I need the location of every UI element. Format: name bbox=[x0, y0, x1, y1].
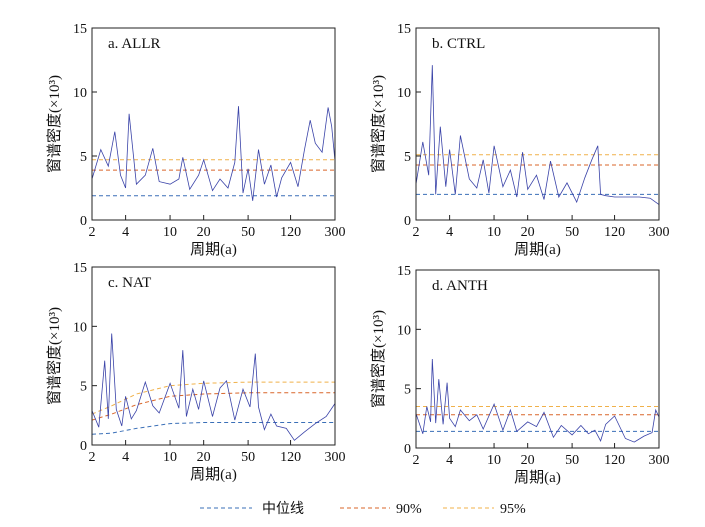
x-tick-label: 2 bbox=[413, 225, 420, 240]
spectrum-line bbox=[91, 333, 336, 441]
spectrum-line bbox=[415, 65, 660, 205]
legend-label-90: 90% bbox=[396, 502, 422, 517]
y-axis-label: 窗谱密度(×10³) bbox=[369, 310, 387, 408]
plot-frame bbox=[415, 269, 660, 449]
x-axis-label: 周期(a) bbox=[190, 241, 237, 258]
x-tick-label: 120 bbox=[280, 450, 301, 465]
panel-title: c. NAT bbox=[108, 275, 151, 291]
x-axis-label: 周期(a) bbox=[514, 241, 561, 258]
x-tick-label: 4 bbox=[446, 225, 453, 240]
x-axis-label: 周期(a) bbox=[190, 466, 237, 483]
x-axis-label: 周期(a) bbox=[514, 469, 561, 486]
y-tick-label: 5 bbox=[404, 383, 411, 398]
y-tick-label: 15 bbox=[73, 261, 87, 276]
x-tick-label: 300 bbox=[649, 225, 670, 240]
legend-label-median: 中位线 bbox=[262, 501, 304, 517]
legend: 中位线 90% 95% bbox=[200, 501, 526, 517]
x-tick-label: 10 bbox=[487, 453, 501, 468]
panel-title: a. ALLR bbox=[108, 36, 161, 52]
plot-frame bbox=[415, 27, 660, 221]
x-tick-label: 2 bbox=[89, 450, 96, 465]
x-tick-label: 10 bbox=[487, 225, 501, 240]
x-tick-label: 120 bbox=[604, 453, 625, 468]
x-tick-label: 50 bbox=[565, 453, 579, 468]
reference-line-95 bbox=[91, 381, 335, 415]
x-tick-label: 2 bbox=[89, 225, 96, 240]
y-tick-label: 0 bbox=[80, 439, 87, 454]
x-tick-label: 300 bbox=[649, 453, 670, 468]
x-tick-label: 20 bbox=[197, 225, 211, 240]
x-tick-label: 120 bbox=[280, 225, 301, 240]
x-tick-label: 20 bbox=[521, 453, 535, 468]
panel-title: d. ANTH bbox=[432, 278, 488, 294]
x-tick-label: 120 bbox=[604, 225, 625, 240]
chart-panel-0: 0 5 10 15 2 4 10 20 50 120 300 a. ALLR 周期(a) 窗谱密度(×10… bbox=[45, 22, 346, 258]
plot-frame bbox=[91, 27, 336, 221]
y-tick-label: 0 bbox=[404, 442, 411, 457]
y-tick-label: 15 bbox=[73, 22, 87, 37]
x-tick-label: 10 bbox=[163, 225, 177, 240]
x-tick-label: 4 bbox=[446, 453, 453, 468]
x-tick-label: 2 bbox=[413, 453, 420, 468]
plot-frame bbox=[91, 266, 336, 446]
panel-title: b. CTRL bbox=[432, 36, 485, 52]
y-tick-label: 15 bbox=[397, 264, 411, 279]
y-axis-label: 窗谱密度(×10³) bbox=[45, 307, 63, 405]
x-tick-label: 20 bbox=[521, 225, 535, 240]
y-tick-label: 10 bbox=[397, 323, 411, 338]
x-tick-label: 20 bbox=[197, 450, 211, 465]
x-tick-label: 50 bbox=[241, 450, 255, 465]
x-tick-label: 10 bbox=[163, 450, 177, 465]
spectrum-line bbox=[91, 106, 336, 201]
y-tick-label: 10 bbox=[397, 86, 411, 101]
y-tick-label: 5 bbox=[80, 150, 87, 165]
x-tick-label: 300 bbox=[325, 225, 346, 240]
x-tick-label: 4 bbox=[122, 225, 129, 240]
chart-panel-2: 0 5 10 15 2 4 10 20 50 120 300 c. NAT 周期(a) 窗谱密度(×10³… bbox=[45, 261, 346, 483]
reference-line-median bbox=[91, 422, 335, 435]
reference-line-90 bbox=[91, 392, 335, 421]
y-axis-label: 窗谱密度(×10³) bbox=[45, 75, 63, 173]
spectrum-line bbox=[415, 358, 660, 443]
y-tick-label: 0 bbox=[80, 214, 87, 229]
legend-label-95: 95% bbox=[500, 502, 526, 517]
x-tick-label: 4 bbox=[122, 450, 129, 465]
y-tick-label: 10 bbox=[73, 86, 87, 101]
y-tick-label: 0 bbox=[404, 214, 411, 229]
chart-panel-3: 0 5 10 15 2 4 10 20 50 120 300 d. ANTH 周期(a) 窗谱密度(×10… bbox=[369, 264, 670, 486]
y-tick-label: 10 bbox=[73, 320, 87, 335]
y-tick-label: 15 bbox=[397, 22, 411, 37]
x-tick-label: 50 bbox=[241, 225, 255, 240]
chart-panel-1: 0 5 10 15 2 4 10 20 50 120 300 b. CTRL 周期(a) 窗谱密度(×10… bbox=[369, 22, 670, 258]
x-tick-label: 50 bbox=[565, 225, 579, 240]
y-tick-label: 5 bbox=[80, 380, 87, 395]
x-tick-label: 300 bbox=[325, 450, 346, 465]
y-axis-label: 窗谱密度(×10³) bbox=[369, 75, 387, 173]
y-tick-label: 5 bbox=[404, 150, 411, 165]
